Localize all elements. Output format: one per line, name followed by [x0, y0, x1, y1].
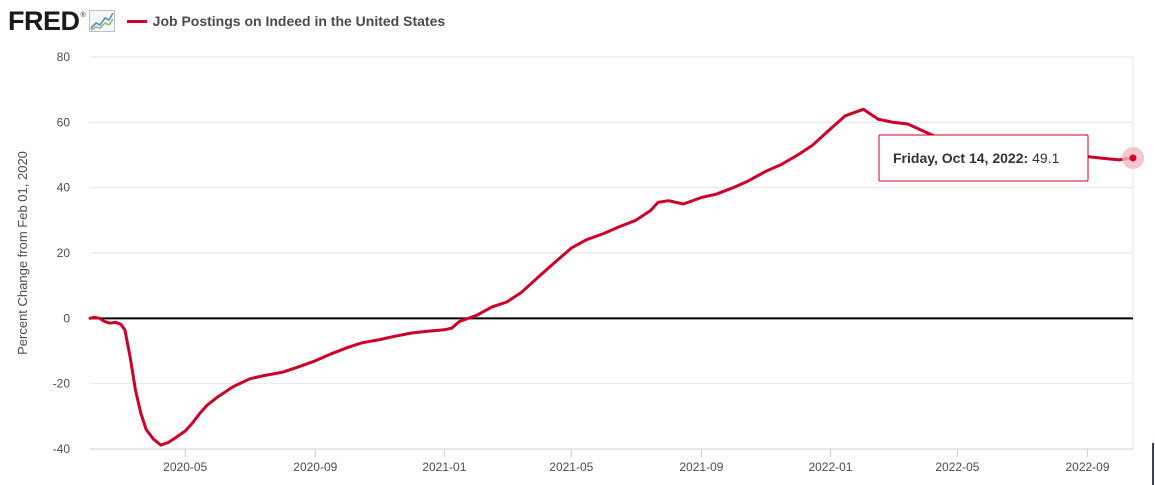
series-line	[88, 107, 1135, 447]
gridlines	[90, 56, 1133, 450]
x-tick-label: 2020-05	[163, 460, 207, 474]
y-tick-label: 60	[57, 115, 71, 129]
y-axis-ticks: -40 -20 0 20 40 60 80	[53, 50, 71, 456]
x-tick-label: 2022-01	[808, 460, 852, 474]
series-group	[88, 107, 1144, 447]
last-point-marker	[1129, 154, 1137, 162]
x-tick-label: 2021-05	[549, 460, 593, 474]
fred-chart-icon	[88, 10, 115, 32]
chart-header: FRED ® Job Postings on Indeed in the Uni…	[8, 6, 445, 36]
tooltip-text: Friday, Oct 14, 2022: 49.1	[893, 150, 1060, 166]
y-axis-label: Percent Change from Feb 01, 2020	[15, 151, 30, 355]
x-tick-label: 2021-01	[422, 460, 466, 474]
tooltip-value: 49.1	[1032, 150, 1059, 166]
fred-logo[interactable]: FRED ®	[8, 6, 115, 36]
tooltip-box	[878, 134, 1089, 182]
x-tick-label: 2021-09	[679, 460, 723, 474]
y-tick-label: 80	[57, 50, 71, 64]
legend-label: Job Postings on Indeed in the United Sta…	[152, 13, 446, 29]
x-tick-label: 2022-05	[935, 460, 979, 474]
y-tick-label: 20	[57, 246, 71, 260]
logo-text: FRED	[8, 6, 80, 36]
y-tick-label: -20	[53, 377, 71, 391]
x-tick-label: 2022-09	[1065, 460, 1109, 474]
legend-line-icon	[126, 19, 147, 23]
x-axis-ticks: 2020-05 2020-09 2021-01 2021-05 2021-09 2022-…	[163, 449, 1110, 474]
legend[interactable]: Job Postings on Indeed in the United Sta…	[126, 13, 446, 29]
tooltip: Friday, Oct 14, 2022: 49.1	[878, 134, 1089, 182]
y-tick-label: 40	[57, 181, 71, 195]
tooltip-date: Friday, Oct 14, 2022:	[893, 150, 1028, 166]
page-edge-marker	[1152, 443, 1154, 485]
logo-registered-mark: ®	[80, 12, 86, 19]
y-tick-label: 0	[63, 311, 70, 325]
y-tick-label: -40	[53, 442, 71, 456]
x-tick-label: 2020-09	[293, 460, 337, 474]
